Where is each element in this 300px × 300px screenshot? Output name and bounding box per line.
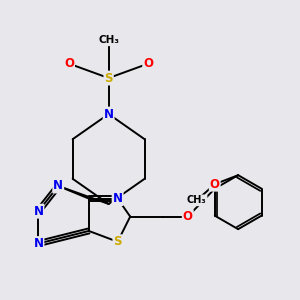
Text: CH₃: CH₃ bbox=[187, 195, 207, 206]
Text: N: N bbox=[53, 179, 63, 193]
Text: N: N bbox=[34, 237, 44, 250]
Text: N: N bbox=[34, 205, 44, 218]
Text: S: S bbox=[113, 235, 122, 248]
Text: O: O bbox=[64, 57, 74, 70]
Text: O: O bbox=[210, 178, 220, 191]
Text: CH₃: CH₃ bbox=[98, 35, 119, 45]
Text: N: N bbox=[103, 107, 114, 121]
Text: N: N bbox=[112, 192, 123, 205]
Text: O: O bbox=[183, 210, 193, 223]
Text: O: O bbox=[143, 57, 153, 70]
Text: S: S bbox=[104, 71, 113, 85]
